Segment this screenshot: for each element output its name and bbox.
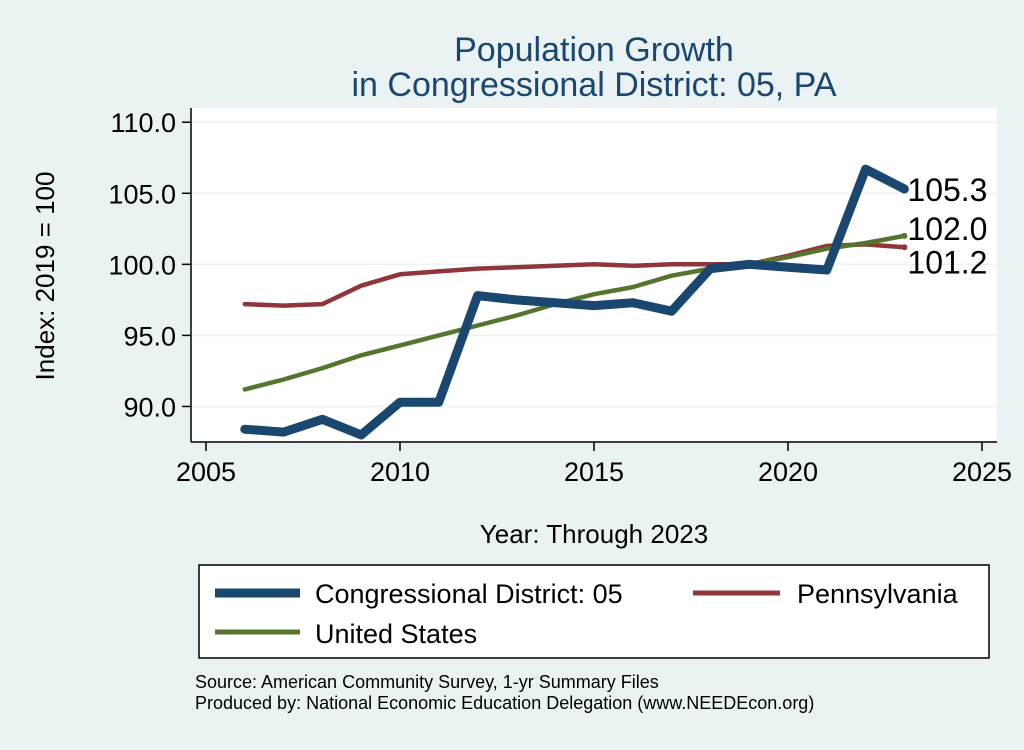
series-lines (240, 164, 909, 440)
series-line-congressional-district-05 (240, 164, 909, 440)
chart-subtitle: in Congressional District: 05, PA (351, 66, 836, 104)
x-tick-label: 2020 (758, 457, 818, 487)
series-line-united-states (242, 233, 907, 392)
legend: Congressional District: 05 Pennsylvania … (198, 564, 990, 659)
x-tick-label: 2005 (176, 457, 236, 487)
end-value-label: 101.2 (907, 244, 987, 280)
producer-note: Produced by: National Economic Education… (195, 693, 814, 713)
axis-ticks: 90.0 95.0 100.0 105.0 110.0 2005 2010 2015 2020 2… (108, 108, 1012, 487)
end-value-label: 102.0 (907, 211, 987, 247)
legend-label-united-states: United States (315, 619, 477, 649)
source-note: Source: American Community Survey, 1-yr … (195, 672, 659, 692)
x-tick-label: 2010 (370, 457, 430, 487)
x-tick-label: 2015 (564, 457, 624, 487)
legend-label-district: Congressional District: 05 (315, 579, 623, 609)
y-tick-label: 90.0 (123, 392, 176, 422)
legend-box (198, 564, 990, 659)
chart-title: Population Growth (454, 31, 734, 69)
x-axis-title: Year: Through 2023 (480, 519, 708, 549)
y-tick-label: 95.0 (123, 321, 176, 351)
end-value-label: 105.3 (907, 172, 987, 208)
legend-label-pennsylvania: Pennsylvania (797, 579, 959, 609)
plot-area (191, 108, 997, 442)
end-point-marker (901, 232, 908, 239)
y-tick-label: 110.0 (110, 108, 176, 138)
x-tick-label: 2025 (952, 457, 1012, 487)
end-point-marker (901, 186, 908, 193)
y-tick-label: 100.0 (108, 250, 176, 280)
y-axis-title: Index: 2019 = 100 (30, 172, 60, 381)
end-point-marker (901, 244, 908, 251)
y-tick-label: 105.0 (108, 179, 176, 209)
